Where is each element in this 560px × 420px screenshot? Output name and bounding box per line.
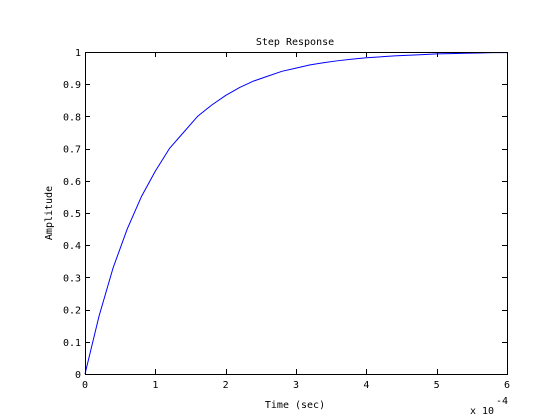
y-tick-label: 1 bbox=[75, 48, 81, 59]
chart-title: Step Response bbox=[256, 37, 334, 48]
x-multiplier-base: x 10 bbox=[470, 406, 494, 417]
y-tick-label: 0 bbox=[75, 370, 81, 381]
x-axis-label: Time (sec) bbox=[265, 400, 325, 411]
y-tick-label: 0.9 bbox=[63, 80, 81, 91]
y-tick-label: 0.8 bbox=[63, 112, 81, 123]
y-tick-label: 0.2 bbox=[63, 306, 81, 317]
x-multiplier-exponent: -4 bbox=[496, 396, 508, 407]
y-axis-label: Amplitude bbox=[44, 186, 55, 240]
y-tick-label: 0.5 bbox=[63, 209, 81, 220]
tick-labels-layer: 0 1 2 3 4 5 6 0 0.1 0.2 0.3 0.4 0.5 0.6 0.7 0.8 0.9 1 bbox=[63, 48, 510, 391]
plot-frame bbox=[85, 52, 508, 375]
x-tick-label: 4 bbox=[363, 380, 369, 391]
x-tick-label: 3 bbox=[293, 380, 299, 391]
y-tick-label: 0.7 bbox=[63, 145, 81, 156]
y-tick-label: 0.3 bbox=[63, 273, 81, 284]
y-tick-label: 0.6 bbox=[63, 177, 81, 188]
series-layer bbox=[84, 52, 507, 375]
step-response-line bbox=[84, 52, 507, 375]
y-tick-label: 0.4 bbox=[63, 241, 81, 252]
x-tick-label: 2 bbox=[223, 380, 229, 391]
ticks-layer bbox=[85, 52, 508, 375]
x-tick-label: 6 bbox=[504, 380, 510, 391]
x-tick-label: 5 bbox=[434, 380, 440, 391]
x-tick-label: 1 bbox=[152, 380, 158, 391]
x-tick-label: 0 bbox=[82, 380, 88, 391]
y-tick-label: 0.1 bbox=[63, 338, 81, 349]
